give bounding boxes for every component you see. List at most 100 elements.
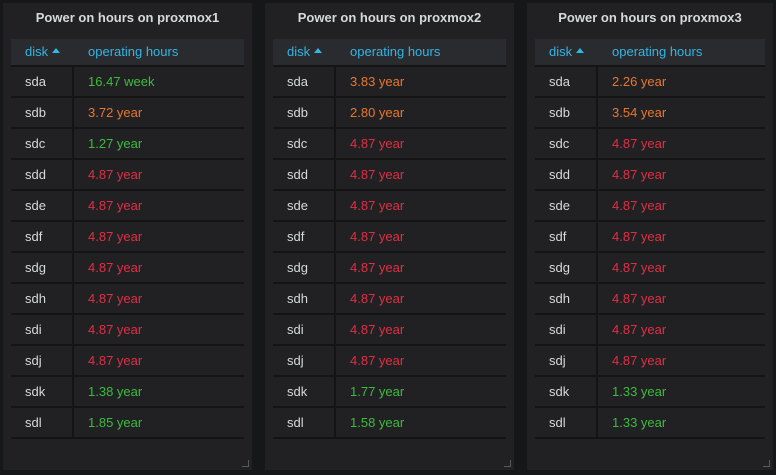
disk-cell: sdl	[273, 408, 336, 437]
operating-hours-cell: 4.87 year	[88, 260, 143, 275]
table-header: disk operating hours	[535, 39, 765, 67]
disk-cell: sdf	[273, 222, 336, 251]
disk-cell: sdc	[535, 129, 598, 158]
disk-cell: sdc	[273, 129, 336, 158]
table-row: sde 4.87 year	[273, 191, 506, 222]
column-header-disk[interactable]: disk	[273, 43, 336, 61]
table-row: sde 4.87 year	[11, 191, 244, 222]
column-header-operating-hours[interactable]: operating hours	[74, 43, 244, 61]
resize-handle-icon[interactable]	[504, 460, 511, 467]
table-row: sdd 4.87 year	[535, 160, 765, 191]
disk-cell: sdb	[273, 98, 336, 127]
disk-cell: sdk	[11, 377, 74, 406]
operating-hours-cell: 1.77 year	[350, 384, 405, 399]
table-row: sdb 3.54 year	[535, 98, 765, 129]
table-row: sdg 4.87 year	[11, 253, 244, 284]
table-row: sdg 4.87 year	[535, 253, 765, 284]
operating-hours-cell: 1.58 year	[350, 415, 405, 430]
disk-cell: sdi	[273, 315, 336, 344]
column-header-operating-hours[interactable]: operating hours	[336, 43, 506, 61]
operating-hours-cell: 4.87 year	[88, 291, 143, 306]
disk-table: disk operating hours sda 2.26 year sdb 3.54 y…	[535, 39, 765, 439]
disk-cell: sdj	[273, 346, 336, 375]
table-row: sdb 3.72 year	[11, 98, 244, 129]
operating-hours-cell: 3.83 year	[350, 74, 405, 89]
panel-title[interactable]: Power on hours on proxmox2	[297, 10, 482, 25]
operating-hours-cell: 1.33 year	[612, 384, 667, 399]
operating-hours-cell: 16.47 week	[88, 74, 155, 89]
panel-title[interactable]: Power on hours on proxmox1	[35, 10, 220, 25]
panel-proxmox3: Power on hours on proxmox3 disk operating …	[527, 3, 773, 470]
operating-hours-cell: 4.87 year	[350, 322, 405, 337]
sort-ascending-icon	[52, 48, 61, 54]
table-row: sdj 4.87 year	[535, 346, 765, 377]
disk-cell: sdh	[535, 284, 598, 313]
operating-hours-cell: 4.87 year	[350, 353, 405, 368]
disk-cell: sdd	[273, 160, 336, 189]
disk-cell: sdk	[273, 377, 336, 406]
disk-cell: sdi	[11, 315, 74, 344]
column-header-label: disk	[25, 44, 49, 59]
disk-cell: sdi	[535, 315, 598, 344]
operating-hours-cell: 4.87 year	[612, 136, 667, 151]
sort-ascending-icon	[576, 48, 585, 54]
table-row: sdc 4.87 year	[535, 129, 765, 160]
table-row: sdc 1.27 year	[11, 129, 244, 160]
disk-cell: sdj	[535, 346, 598, 375]
table-row: sdl 1.58 year	[273, 408, 506, 439]
column-header-label: operating hours	[612, 44, 703, 59]
table-header: disk operating hours	[273, 39, 506, 67]
operating-hours-cell: 2.80 year	[350, 105, 405, 120]
table-row: sdj 4.87 year	[273, 346, 506, 377]
column-header-label: operating hours	[88, 44, 179, 59]
operating-hours-cell: 4.87 year	[350, 136, 405, 151]
operating-hours-cell: 4.87 year	[612, 198, 667, 213]
disk-cell: sdg	[273, 253, 336, 282]
column-header-operating-hours[interactable]: operating hours	[598, 43, 765, 61]
operating-hours-cell: 4.87 year	[88, 322, 143, 337]
disk-cell: sdh	[273, 284, 336, 313]
column-header-label: disk	[549, 44, 573, 59]
disk-cell: sdk	[535, 377, 598, 406]
disk-cell: sdh	[11, 284, 74, 313]
disk-cell: sda	[273, 67, 336, 96]
resize-handle-icon[interactable]	[763, 460, 770, 467]
disk-table: disk operating hours sda 16.47 week sdb 3.72 …	[11, 39, 244, 439]
table-row: sdi 4.87 year	[535, 315, 765, 346]
table-row: sdl 1.85 year	[11, 408, 244, 439]
table-row: sdk 1.38 year	[11, 377, 244, 408]
disk-cell: sda	[11, 67, 74, 96]
table-row: sdf 4.87 year	[535, 222, 765, 253]
operating-hours-cell: 4.87 year	[88, 353, 143, 368]
panel-proxmox1: Power on hours on proxmox1 disk operating …	[3, 3, 252, 470]
table-row: sdc 4.87 year	[273, 129, 506, 160]
disk-cell: sdg	[535, 253, 598, 282]
operating-hours-cell: 4.87 year	[612, 260, 667, 275]
table-row: sdb 2.80 year	[273, 98, 506, 129]
column-header-disk[interactable]: disk	[11, 43, 74, 61]
disk-cell: sdb	[11, 98, 74, 127]
disk-cell: sdc	[11, 129, 74, 158]
operating-hours-cell: 3.72 year	[88, 105, 143, 120]
disk-cell: sde	[273, 191, 336, 220]
panel-proxmox2: Power on hours on proxmox2 disk operating …	[265, 3, 514, 470]
resize-handle-icon[interactable]	[242, 460, 249, 467]
operating-hours-cell: 4.87 year	[612, 229, 667, 244]
table-header: disk operating hours	[11, 39, 244, 67]
table-row: sdh 4.87 year	[535, 284, 765, 315]
disk-cell: sdf	[11, 222, 74, 251]
operating-hours-cell: 4.87 year	[350, 291, 405, 306]
operating-hours-cell: 1.38 year	[88, 384, 143, 399]
disk-cell: sde	[11, 191, 74, 220]
disk-cell: sdl	[535, 408, 598, 437]
table-row: sdg 4.87 year	[273, 253, 506, 284]
operating-hours-cell: 4.87 year	[350, 198, 405, 213]
disk-cell: sde	[535, 191, 598, 220]
operating-hours-cell: 4.87 year	[612, 353, 667, 368]
operating-hours-cell: 4.87 year	[612, 322, 667, 337]
operating-hours-cell: 1.27 year	[88, 136, 143, 151]
disk-table: disk operating hours sda 3.83 year sdb 2.80 y…	[273, 39, 506, 439]
panel-title[interactable]: Power on hours on proxmox3	[558, 10, 742, 25]
column-header-disk[interactable]: disk	[535, 43, 598, 61]
table-row: sda 2.26 year	[535, 67, 765, 98]
